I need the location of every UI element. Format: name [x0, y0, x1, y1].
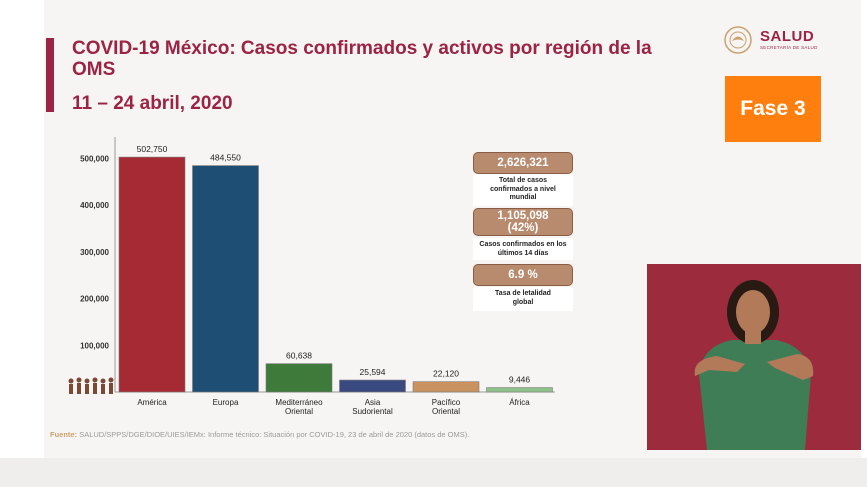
eagle-seal-icon	[724, 26, 752, 54]
x-tick-label: América	[137, 398, 167, 407]
bar	[412, 381, 480, 393]
y-tick-label: 100,000	[80, 341, 109, 350]
data-label: 9,446	[509, 375, 531, 385]
data-label: 502,750	[137, 144, 168, 154]
stat-recent-description: Casos confirmados en los últimos 14 días	[473, 238, 573, 260]
source-note: Fuente: SALUD/SPPS/DGE/DIOE/UIES/IEMx: I…	[50, 430, 469, 439]
slide-title: COVID-19 México: Casos confirmados y act…	[72, 38, 652, 80]
x-tick-label: Asia	[365, 398, 381, 407]
left-margin	[0, 0, 44, 458]
stat-recent-value: 1,105,098 (42%)	[473, 208, 573, 236]
x-tick-label: Oriental	[432, 407, 460, 415]
title-accent-bar	[46, 38, 54, 112]
x-tick-label: Pacífico	[432, 398, 461, 407]
y-tick-label: 200,000	[80, 295, 109, 304]
x-tick-label: Europa	[213, 398, 239, 407]
y-tick-label: 500,000	[80, 154, 109, 163]
bar	[265, 363, 333, 393]
sign-language-interpreter-video	[647, 264, 861, 450]
phase-badge: Fase 3	[725, 76, 821, 142]
x-tick-label: Sudoriental	[352, 407, 393, 415]
bottom-strip	[0, 458, 867, 487]
x-tick-label: Mediterráneo	[275, 398, 323, 407]
x-tick-label: Oriental	[285, 407, 313, 415]
bar	[118, 156, 186, 393]
people-silhouette-icon	[68, 377, 114, 394]
bar-chart: 100,000 200,000 300,000 400,000 500,000 502,7…	[80, 137, 555, 415]
source-label: Fuente:	[50, 430, 78, 439]
bar	[192, 165, 259, 393]
data-label: 60,638	[286, 351, 312, 361]
data-label: 484,550	[210, 153, 241, 163]
data-label: 25,594	[360, 367, 386, 377]
y-tick-label: 300,000	[80, 248, 109, 257]
stat-total-description: Total de casos confirmados a nivel mundi…	[473, 174, 573, 206]
stat-lethality-value: 6.9 %	[473, 264, 573, 286]
x-tick-label: África	[509, 398, 530, 407]
y-tick-label: 400,000	[80, 201, 109, 210]
stat-total-value: 2,626,321	[473, 152, 573, 174]
salud-logo-text: SALUD	[760, 28, 815, 45]
source-text: SALUD/SPPS/DGE/DIOE/UIES/IEMx: Informe t…	[79, 430, 470, 439]
data-label: 22,120	[433, 369, 459, 379]
salud-logo-subtitle: SECRETARÍA DE SALUD	[760, 45, 818, 50]
date-range: 11 – 24 abril, 2020	[72, 93, 233, 114]
stat-lethality-description: Tasa de letalidad global	[473, 287, 573, 311]
bar	[339, 379, 406, 393]
bar	[486, 387, 553, 393]
